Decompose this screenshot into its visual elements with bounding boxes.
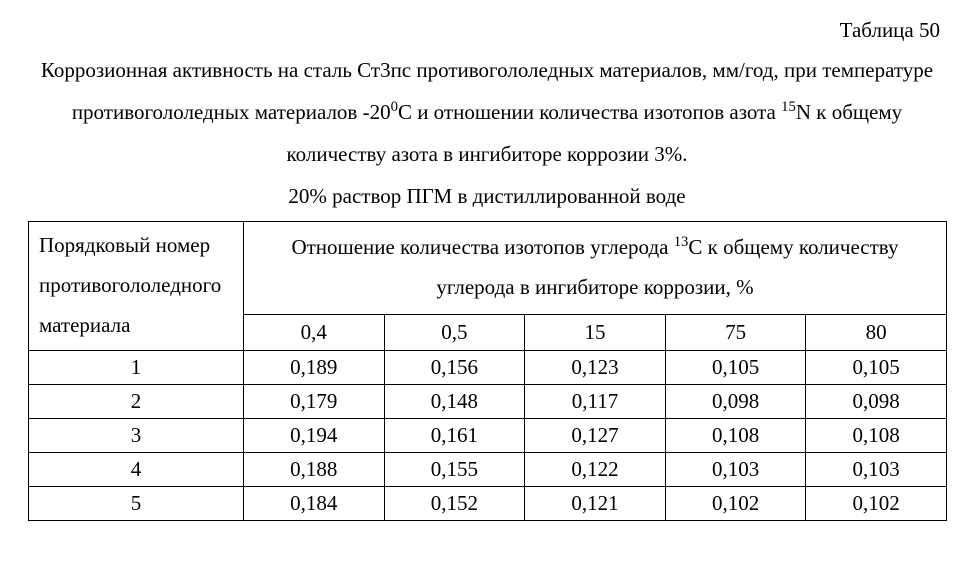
- table-row: 2 0,179 0,148 0,117 0,098 0,098: [29, 384, 947, 418]
- cell: 0,102: [806, 486, 947, 520]
- cell: 0,156: [384, 350, 525, 384]
- cell: 0,127: [525, 418, 666, 452]
- cell: 0,105: [665, 350, 806, 384]
- cell: 0,103: [665, 452, 806, 486]
- cell: 0,122: [525, 452, 666, 486]
- table-row: 4 0,188 0,155 0,122 0,103 0,103: [29, 452, 947, 486]
- cell: 0,105: [806, 350, 947, 384]
- col-header: 80: [806, 315, 947, 351]
- cell: 0,108: [806, 418, 947, 452]
- cell: 0,121: [525, 486, 666, 520]
- cell: 0,123: [525, 350, 666, 384]
- data-table: Порядковый номер противогололедного мате…: [28, 221, 947, 521]
- row-index: 4: [29, 452, 244, 486]
- row-index: 5: [29, 486, 244, 520]
- table-body: 1 0,189 0,156 0,123 0,105 0,105 2 0,179 …: [29, 350, 947, 520]
- cell: 0,194: [244, 418, 385, 452]
- cell: 0,155: [384, 452, 525, 486]
- col-header: 75: [665, 315, 806, 351]
- row-index: 3: [29, 418, 244, 452]
- cell: 0,098: [806, 384, 947, 418]
- cell: 0,148: [384, 384, 525, 418]
- cell: 0,098: [665, 384, 806, 418]
- row-index: 2: [29, 384, 244, 418]
- cell: 0,189: [244, 350, 385, 384]
- row-index: 1: [29, 350, 244, 384]
- table-label: Таблица 50: [28, 18, 940, 43]
- column-group-header: Отношение количества изотопов углерода 1…: [244, 222, 947, 315]
- cell: 0,117: [525, 384, 666, 418]
- cell: 0,108: [665, 418, 806, 452]
- row-header: Порядковый номер противогололедного мате…: [29, 222, 244, 351]
- cell: 0,179: [244, 384, 385, 418]
- col-header: 0,4: [244, 315, 385, 351]
- cell: 0,161: [384, 418, 525, 452]
- cell: 0,184: [244, 486, 385, 520]
- col-header: 15: [525, 315, 666, 351]
- cell: 0,102: [665, 486, 806, 520]
- table-row: 3 0,194 0,161 0,127 0,108 0,108: [29, 418, 947, 452]
- cell: 0,188: [244, 452, 385, 486]
- col-header: 0,5: [384, 315, 525, 351]
- table-row: 5 0,184 0,152 0,121 0,102 0,102: [29, 486, 947, 520]
- table-caption: Коррозионная активность на сталь Ст3пс п…: [28, 49, 946, 217]
- table-row: 1 0,189 0,156 0,123 0,105 0,105: [29, 350, 947, 384]
- cell: 0,152: [384, 486, 525, 520]
- page: Таблица 50 Коррозионная активность на ст…: [0, 0, 974, 521]
- cell: 0,103: [806, 452, 947, 486]
